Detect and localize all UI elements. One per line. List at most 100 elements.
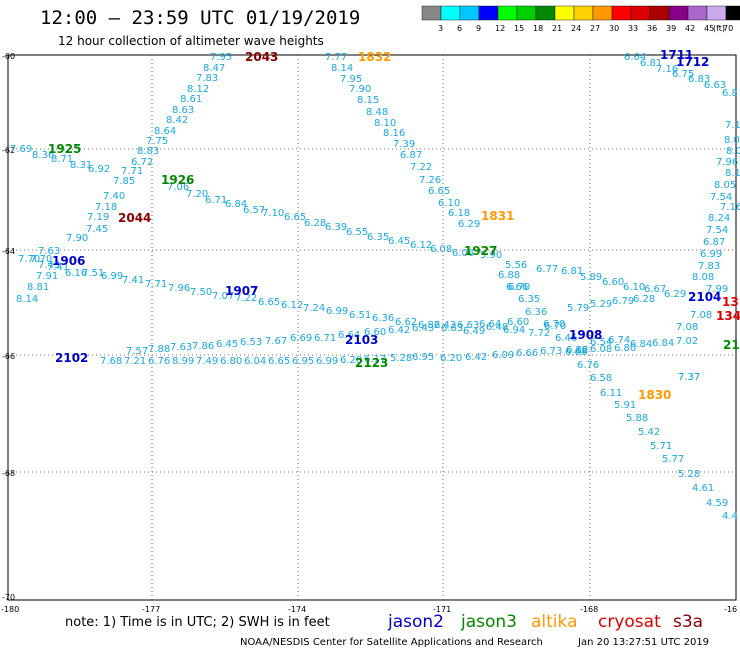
- wave-height-label: 8.99: [172, 356, 194, 367]
- wave-height-label: 6.94: [503, 325, 525, 336]
- wave-height-label: 8.19: [725, 168, 740, 179]
- legend-swatch: [630, 5, 651, 21]
- legend-swatch: [459, 5, 480, 21]
- wave-height-label: 6.84: [225, 199, 247, 210]
- lat-label: -68: [2, 469, 15, 478]
- wave-height-label: 6.69: [290, 333, 312, 344]
- time-stamp: 1927: [464, 244, 497, 258]
- lat-label: -64: [2, 247, 15, 256]
- wave-height-label: 6.86: [566, 345, 588, 356]
- lon-label: -180: [1, 605, 19, 614]
- wave-height-label: 8.24: [708, 213, 730, 224]
- wave-height-label: 7.88: [148, 344, 170, 355]
- legend-swatch: [668, 5, 689, 21]
- wave-height-label: 7.75: [146, 136, 168, 147]
- legend-label: 42: [685, 24, 695, 33]
- wave-height-label: 6.53: [240, 337, 262, 348]
- legend-swatch: [611, 5, 632, 21]
- wave-height-label: 7.95: [340, 74, 362, 85]
- legend-swatch: [497, 5, 518, 21]
- wave-height-label: 6.11: [600, 388, 622, 399]
- wave-height-label: 6.36: [525, 307, 547, 318]
- time-stamp: 1908: [569, 328, 602, 342]
- time-stamp: 2123: [355, 356, 388, 370]
- wave-height-label: 5.90: [480, 250, 502, 261]
- wave-height-label: 6.95: [292, 356, 314, 367]
- wave-height-label: 7.21: [124, 356, 146, 367]
- wave-height-label: 7.49: [196, 356, 218, 367]
- wave-height-label: 6.29: [458, 219, 480, 230]
- wave-height-label: 8.31: [70, 160, 92, 171]
- wave-height-label: 8.09: [726, 146, 740, 157]
- wave-height-label: 6.60: [507, 317, 529, 328]
- wave-height-label: 6.64: [479, 319, 501, 330]
- wave-height-label: 7.22: [410, 162, 432, 173]
- wave-height-label: 8.63: [172, 105, 194, 116]
- wave-height-label: 7.41: [47, 262, 69, 273]
- wave-height-label: 4.61: [692, 483, 714, 494]
- wave-height-label: 5.28: [678, 469, 700, 480]
- wave-height-label: 6.06: [452, 248, 474, 259]
- wave-height-label: 5.56: [505, 260, 527, 271]
- wave-height-label: 7.95: [210, 52, 232, 63]
- satellite-name: s3a: [673, 612, 703, 632]
- wave-height-label: 6.64: [624, 52, 646, 63]
- wave-height-label: 7.22: [235, 293, 257, 304]
- wave-height-label: 6.87: [400, 150, 422, 161]
- wave-height-label: 8.36: [32, 150, 54, 161]
- wave-height-label: 6.76: [148, 356, 170, 367]
- time-stamp: 1832: [358, 50, 391, 64]
- legend-swatch: [554, 5, 575, 21]
- wave-height-label: 5.89: [580, 272, 602, 283]
- time-stamp: 21: [723, 338, 740, 352]
- wave-height-label: 8.61: [180, 94, 202, 105]
- wave-height-label: 6.42: [388, 325, 410, 336]
- time-stamp: 1926: [161, 173, 194, 187]
- time-stamp: 1711: [660, 48, 693, 62]
- wave-height-label: 6.12: [566, 345, 588, 356]
- wave-height-label: 6.68: [565, 347, 587, 358]
- legend-label: 27: [590, 24, 600, 33]
- wave-height-label: 6.29: [664, 289, 686, 300]
- wave-height-label: 6.63: [704, 80, 726, 91]
- legend-label: 12: [495, 24, 505, 33]
- legend-swatch: [706, 5, 727, 21]
- wave-height-label: 7.68: [100, 356, 122, 367]
- wave-height-label: 7.50: [190, 287, 212, 298]
- wave-height-label: 7.10: [262, 208, 284, 219]
- wave-height-label: 6.71: [314, 333, 336, 344]
- legend-label: 70: [723, 24, 733, 33]
- wave-height-label: 8.14: [16, 294, 38, 305]
- wave-height-label: 6.18: [448, 208, 470, 219]
- wave-height-label: 6.87: [703, 237, 725, 248]
- wave-height-label: 6.66: [516, 348, 538, 359]
- wave-height-label: 7.16: [656, 64, 678, 75]
- wave-height-label: 6.71: [205, 195, 227, 206]
- wave-height-label: 6.43: [412, 323, 434, 334]
- wave-height-label: 6.08: [590, 344, 612, 355]
- legend-swatch: [592, 5, 613, 21]
- time-stamp: 1831: [481, 209, 514, 223]
- wave-height-label: 7.19: [87, 212, 109, 223]
- wave-height-label: 5.28: [390, 353, 412, 364]
- wave-height-label: 6.81: [640, 58, 662, 69]
- plot-frame: [7, 54, 737, 601]
- wave-height-label: 7.71: [145, 279, 167, 290]
- time-stamp: 134: [716, 309, 740, 323]
- wave-height-label: 6.17: [364, 354, 386, 365]
- legend-swatch: [725, 5, 740, 21]
- wave-height-label: 6.45: [388, 236, 410, 247]
- wave-height-label: 4.4: [722, 511, 738, 522]
- legend-label: 21: [552, 24, 562, 33]
- lon-label: -171: [433, 605, 451, 614]
- wave-height-label: 7.45: [86, 224, 108, 235]
- wave-height-label: 6.58: [590, 373, 612, 384]
- legend-label: 30: [609, 24, 619, 33]
- footer-timestamp: Jan 20 13:27:51 UTC 2019: [577, 637, 709, 648]
- legend-label: 6: [457, 24, 462, 33]
- wave-height-label: 6.65: [258, 297, 280, 308]
- time-stamp: 2103: [345, 333, 378, 347]
- wave-height-label: 7.08: [690, 310, 712, 321]
- map-subtitle: 12 hour collection of altimeter wave hei…: [58, 34, 324, 48]
